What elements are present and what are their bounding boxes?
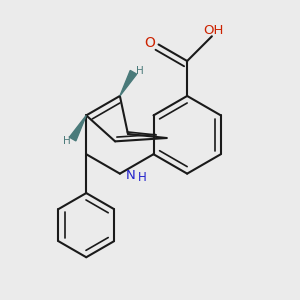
Polygon shape: [69, 116, 86, 141]
Text: H: H: [136, 66, 143, 76]
Text: H: H: [63, 136, 70, 146]
Text: O: O: [145, 36, 156, 50]
Text: OH: OH: [203, 24, 224, 37]
Text: N: N: [126, 169, 136, 182]
Polygon shape: [120, 70, 137, 96]
Text: H: H: [137, 171, 146, 184]
